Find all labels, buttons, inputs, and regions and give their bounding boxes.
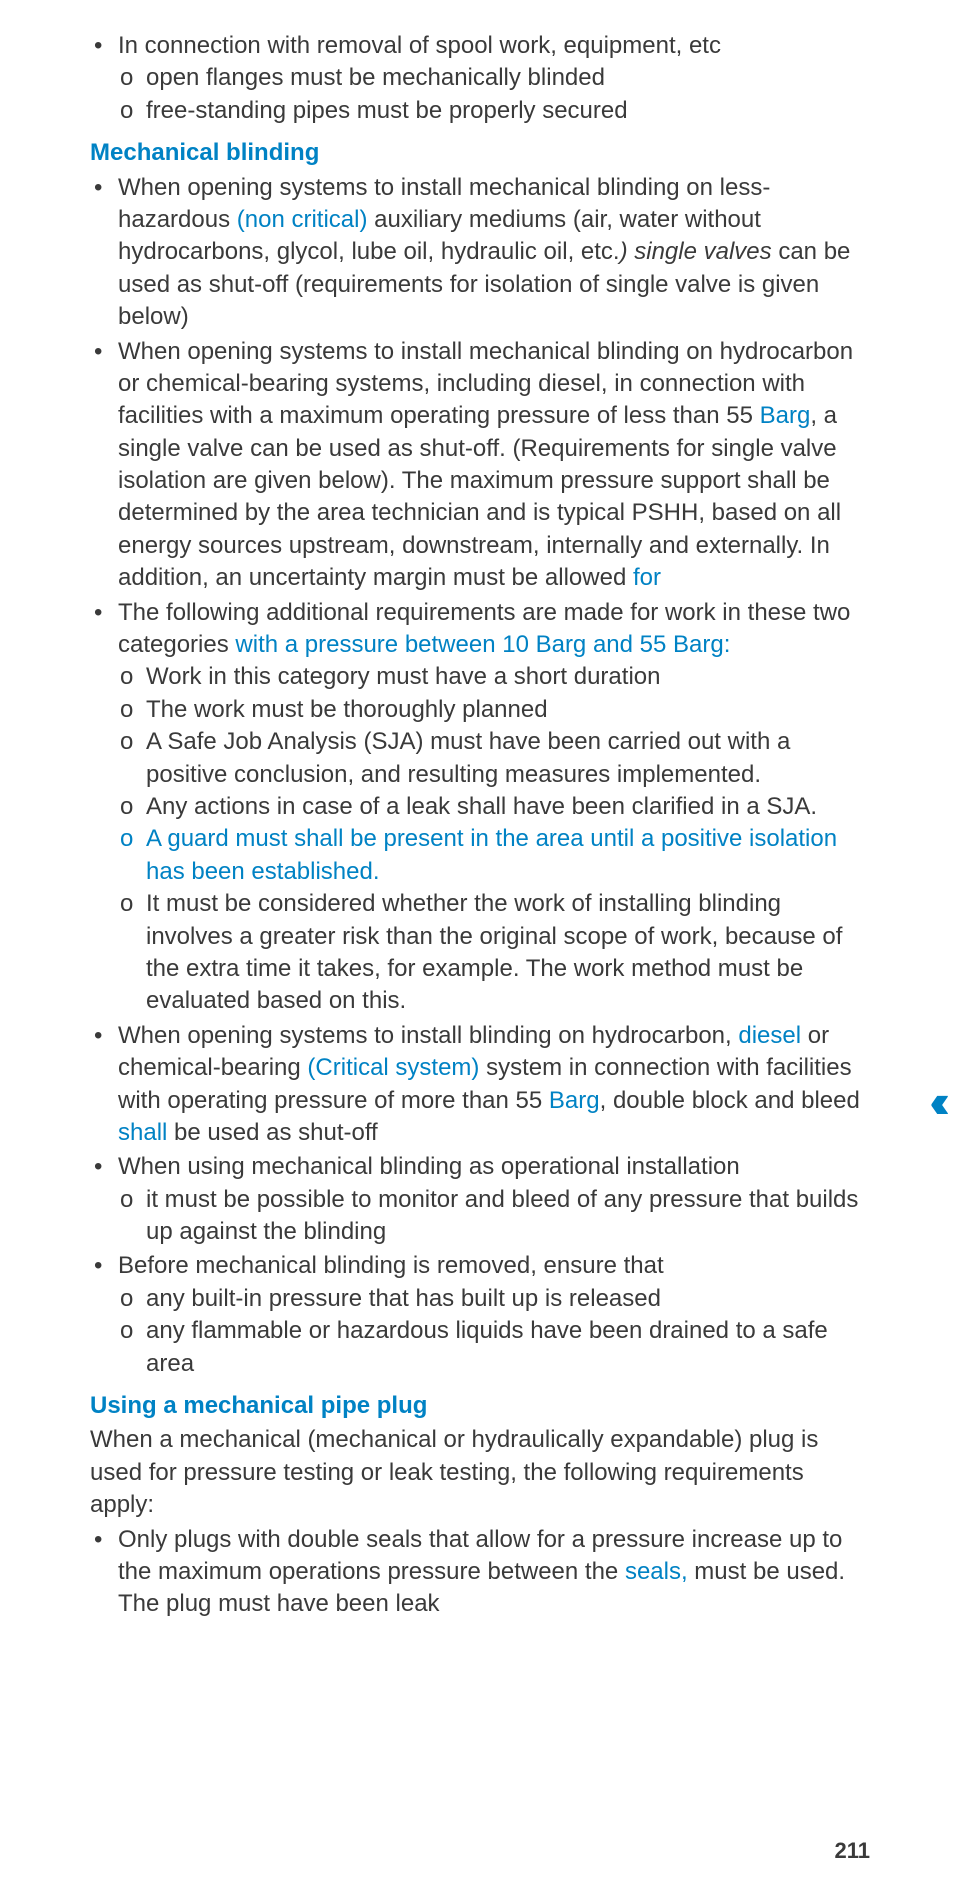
mb-b5-sub-1: it must be possible to monitor and bleed… [146, 1184, 870, 1249]
mb-b3-sub-3: A Safe Job Analysis (SJA) must have been… [146, 726, 870, 791]
mb-bullet-6: Before mechanical blinding is removed, e… [118, 1250, 870, 1380]
bullet-top: In connection with removal of spool work… [118, 30, 870, 127]
mb-b3-sub-4: Any actions in case of a leak shall have… [146, 791, 870, 823]
top-sublist: open flanges must be mechanically blinde… [118, 62, 870, 127]
mb-b6-sub-2: any flammable or hazardous liquids have … [146, 1315, 870, 1380]
heading-pipe-plug: Using a mechanical pipe plug [90, 1390, 870, 1422]
mb-bullet-1: When opening systems to install mechanic… [118, 172, 870, 334]
plug-list: Only plugs with double seals that allow … [90, 1524, 870, 1621]
mb-b5-sublist: it must be possible to monitor and bleed… [118, 1184, 870, 1249]
mb-b3-sub-2: The work must be thoroughly planned [146, 694, 870, 726]
bullet-top-text: In connection with removal of spool work… [118, 32, 721, 59]
mb-b3-sub-5: A guard must shall be present in the are… [146, 823, 870, 888]
mb-b3-sub-6: It must be considered whether the work o… [146, 888, 870, 1018]
top-sub-2: free-standing pipes must be properly sec… [146, 95, 870, 127]
plug-intro: When a mechanical (mechanical or hydraul… [90, 1424, 870, 1521]
mb-bullet-2: When opening systems to install mechanic… [118, 336, 870, 595]
top-sub-1: open flanges must be mechanically blinde… [146, 62, 870, 94]
mechanical-blinding-list: When opening systems to install mechanic… [90, 172, 870, 1380]
top-bullet-list: In connection with removal of spool work… [90, 30, 870, 127]
mb-bullet-4: When opening systems to install blinding… [118, 1020, 870, 1150]
heading-mechanical-blinding: Mechanical blinding [90, 137, 870, 169]
mb-b6-sublist: any built-in pressure that has built up … [118, 1283, 870, 1380]
quote-mark-icon: ‹‹ [929, 1070, 940, 1132]
page-number: 211 [835, 1836, 871, 1866]
mb-b3-sublist: Work in this category must have a short … [118, 661, 870, 1017]
mb-bullet-5: When using mechanical blinding as operat… [118, 1151, 870, 1248]
mb-b6-sub-1: any built-in pressure that has built up … [146, 1283, 870, 1315]
mb-b3-sub-1: Work in this category must have a short … [146, 661, 870, 693]
mb-bullet-3: The following additional requirements ar… [118, 597, 870, 1018]
plug-bullet-1: Only plugs with double seals that allow … [118, 1524, 870, 1621]
